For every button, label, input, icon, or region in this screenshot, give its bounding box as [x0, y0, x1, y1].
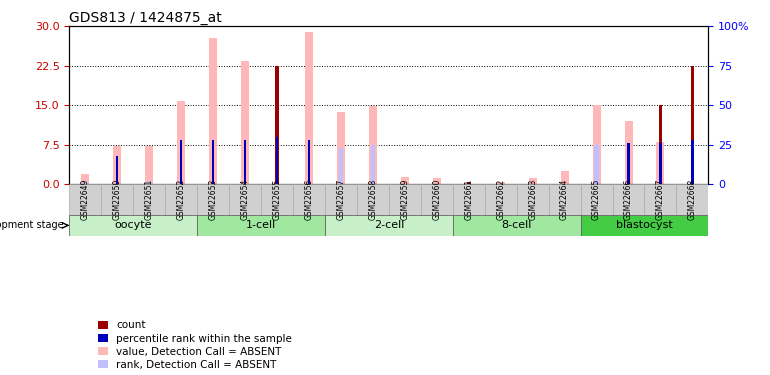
Text: 1-cell: 1-cell	[246, 220, 276, 230]
Bar	[497, 182, 504, 184]
Bar	[371, 145, 375, 184]
Bar	[197, 214, 325, 236]
Bar	[677, 184, 708, 214]
Text: GSM22649: GSM22649	[81, 179, 90, 220]
Bar	[401, 177, 409, 184]
Bar	[241, 60, 249, 184]
Text: GSM22654: GSM22654	[240, 179, 249, 220]
Bar	[337, 112, 345, 184]
Bar	[581, 214, 708, 236]
Bar	[325, 184, 357, 214]
Bar	[644, 184, 677, 214]
Bar	[212, 140, 214, 184]
Text: GDS813 / 1424875_at: GDS813 / 1424875_at	[69, 11, 222, 25]
Text: GSM22658: GSM22658	[368, 179, 377, 220]
Bar	[133, 184, 166, 214]
Bar	[116, 156, 119, 184]
Bar	[659, 143, 661, 184]
Bar	[339, 148, 343, 184]
Text: GSM22652: GSM22652	[176, 179, 186, 220]
Bar	[548, 184, 581, 214]
Text: GSM22659: GSM22659	[400, 179, 410, 220]
Legend: count, percentile rank within the sample, value, Detection Call = ABSENT, rank, : count, percentile rank within the sample…	[98, 320, 293, 370]
Text: GSM22650: GSM22650	[112, 179, 122, 220]
Text: GSM22651: GSM22651	[145, 179, 154, 220]
Bar	[691, 140, 694, 184]
Bar	[389, 184, 420, 214]
Bar	[276, 66, 279, 184]
Bar	[691, 66, 694, 184]
Text: GSM22668: GSM22668	[688, 179, 697, 220]
Bar	[517, 184, 549, 214]
Bar	[83, 181, 87, 184]
Bar	[293, 184, 325, 214]
Bar	[69, 214, 197, 236]
Bar	[657, 142, 665, 184]
Bar	[628, 143, 630, 184]
Bar	[209, 38, 217, 184]
Bar	[453, 214, 581, 236]
Bar	[485, 184, 517, 214]
Text: GSM22665: GSM22665	[592, 179, 601, 220]
Text: 2-cell: 2-cell	[373, 220, 404, 230]
Bar	[261, 184, 293, 214]
Text: GSM22666: GSM22666	[624, 179, 633, 220]
Bar	[613, 184, 644, 214]
Bar	[467, 182, 470, 184]
Bar	[325, 214, 453, 236]
Text: GSM22663: GSM22663	[528, 179, 537, 220]
Bar	[147, 181, 151, 184]
Text: oocyte: oocyte	[115, 220, 152, 230]
Bar	[113, 147, 121, 184]
Bar	[166, 184, 197, 214]
Text: GSM22653: GSM22653	[209, 179, 218, 220]
Text: GSM22662: GSM22662	[496, 179, 505, 220]
Bar	[179, 181, 183, 184]
Bar	[69, 184, 102, 214]
Bar	[453, 184, 485, 214]
Bar	[581, 184, 613, 214]
Bar	[177, 101, 185, 184]
Text: GSM22655: GSM22655	[273, 179, 282, 220]
Text: GSM22664: GSM22664	[560, 179, 569, 220]
Text: development stage: development stage	[0, 220, 64, 230]
Text: GSM22660: GSM22660	[432, 179, 441, 220]
Bar	[305, 32, 313, 184]
Bar	[594, 145, 598, 184]
Text: GSM22656: GSM22656	[304, 179, 313, 220]
Bar	[82, 174, 89, 184]
Text: blastocyst: blastocyst	[616, 220, 673, 230]
Bar	[146, 146, 153, 184]
Bar	[421, 184, 453, 214]
Bar	[244, 140, 246, 184]
Bar	[308, 140, 310, 184]
Text: GSM22661: GSM22661	[464, 179, 474, 220]
Text: GSM22667: GSM22667	[656, 179, 665, 220]
Bar	[433, 178, 440, 184]
Bar	[369, 106, 377, 184]
Bar	[659, 105, 662, 184]
Bar	[529, 178, 537, 184]
Bar	[180, 140, 182, 184]
Bar	[561, 171, 568, 184]
Text: 8-cell: 8-cell	[501, 220, 532, 230]
Bar	[102, 184, 133, 214]
Bar	[593, 105, 601, 184]
Bar	[276, 137, 278, 184]
Bar	[357, 184, 389, 214]
Bar	[624, 121, 632, 184]
Text: GSM22657: GSM22657	[336, 179, 346, 220]
Bar	[197, 184, 229, 214]
Bar	[229, 184, 261, 214]
